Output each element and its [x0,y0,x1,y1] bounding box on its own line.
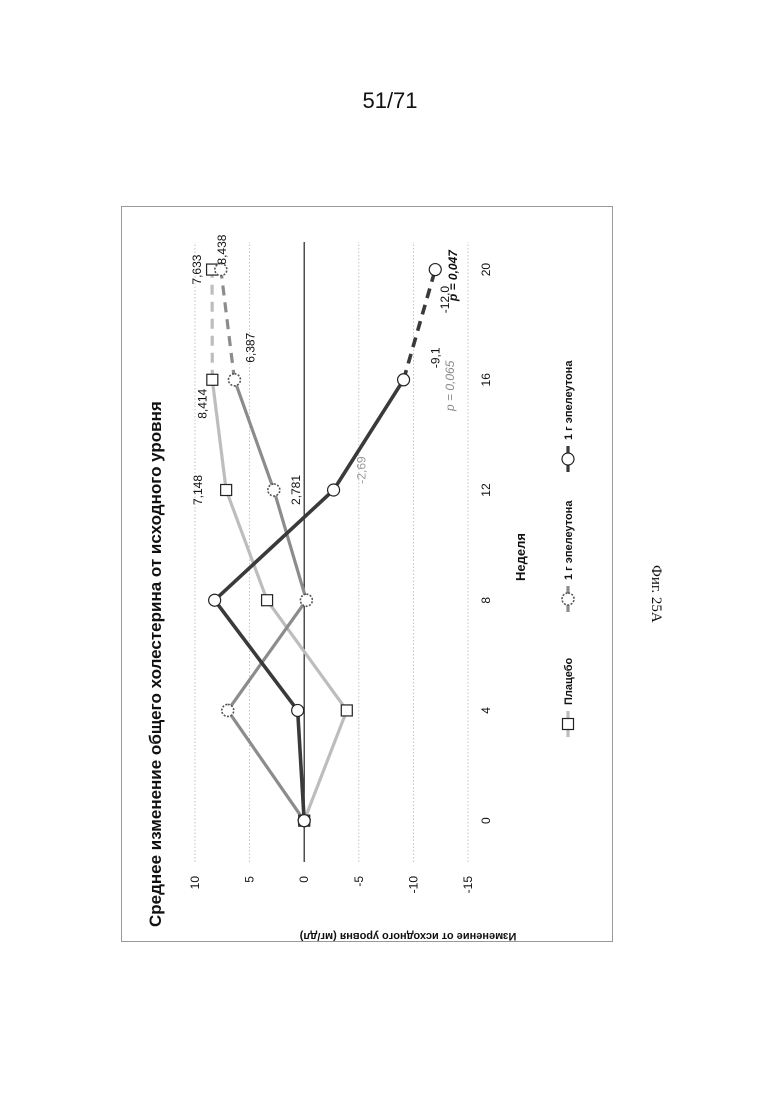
data-label: 7,148 [191,475,205,505]
data-point [341,705,352,716]
data-point [268,484,280,496]
page-number: 51/71 [0,88,780,114]
data-label: 6,387 [243,332,257,362]
gridlines [195,242,468,862]
x-tick-label: 4 [479,707,493,714]
legend-marker [563,719,574,730]
data-labels: 7,1488,4148,4382,7816,3877,633-2,69-9,1-… [190,234,460,505]
data-point [207,374,218,385]
figure-caption: Фиг. 25А [647,565,664,623]
rotated-chart: 10 5 0 -5 -10 -15 0 4 8 12 16 20 7,148 8,414 8,438 2,… [123,207,614,942]
legend-label: Плацебо [563,657,575,705]
p-value-annotation: p = 0,065 [443,360,457,412]
data-label: 8,414 [195,388,209,418]
legend-label: 1 г эпелеутона [563,360,575,440]
y-tick-label: 5 [243,876,257,883]
data-label: -9,1 [429,347,443,368]
chart-frame: 10 5 0 -5 -10 -15 0 4 8 12 16 20 7,148 8,414 8,438 2,… [121,206,613,942]
x-tick-label: 8 [479,597,493,604]
y-tick-label: -15 [461,876,475,894]
data-point [222,704,234,716]
data-point [215,264,227,276]
line-chart: 10 5 0 -5 -10 -15 0 4 8 12 16 20 7,148 8,414 8,438 2,… [123,207,614,942]
legend-label: 1 г эпелеутона [563,500,575,580]
p-value-annotation: p = 0,047 [446,249,460,302]
data-point [221,485,232,496]
y-axis-label: Изменение от исходного уровня (мг/дл) [299,930,516,942]
y-tick-label: 0 [297,876,311,883]
x-tick-label: 20 [479,263,493,277]
legend-marker [562,453,574,465]
data-point [398,374,410,386]
data-point [298,815,310,827]
data-point [429,264,441,276]
data-label: 7,633 [190,254,204,284]
data-point [262,595,273,606]
data-point [300,594,312,606]
data-point [209,594,221,606]
data-point [228,374,240,386]
series-markers [207,264,442,827]
y-tick-label: -5 [352,876,366,887]
y-tick-label: -10 [406,876,420,894]
legend-marker [562,593,574,605]
series-line [212,380,346,821]
x-axis-label: Неделя [513,533,528,581]
x-tick-label: 12 [479,483,493,497]
data-point [292,704,304,716]
y-tick-label: 10 [188,876,202,890]
data-label: -2,69 [355,456,369,484]
series-extension-line [221,270,235,380]
data-point [328,484,340,496]
x-tick-label: 0 [479,817,493,824]
chart-title: Среднее изменение общего холестерина от … [146,401,165,927]
x-tick-label: 16 [479,373,493,387]
legend: Плацебо 1 г эпелеутона 1 г эпелеутона [562,360,575,737]
data-label: 2,781 [289,475,303,505]
x-axis: 0 4 8 12 16 20 [479,263,493,824]
data-label: 8,438 [215,234,229,264]
